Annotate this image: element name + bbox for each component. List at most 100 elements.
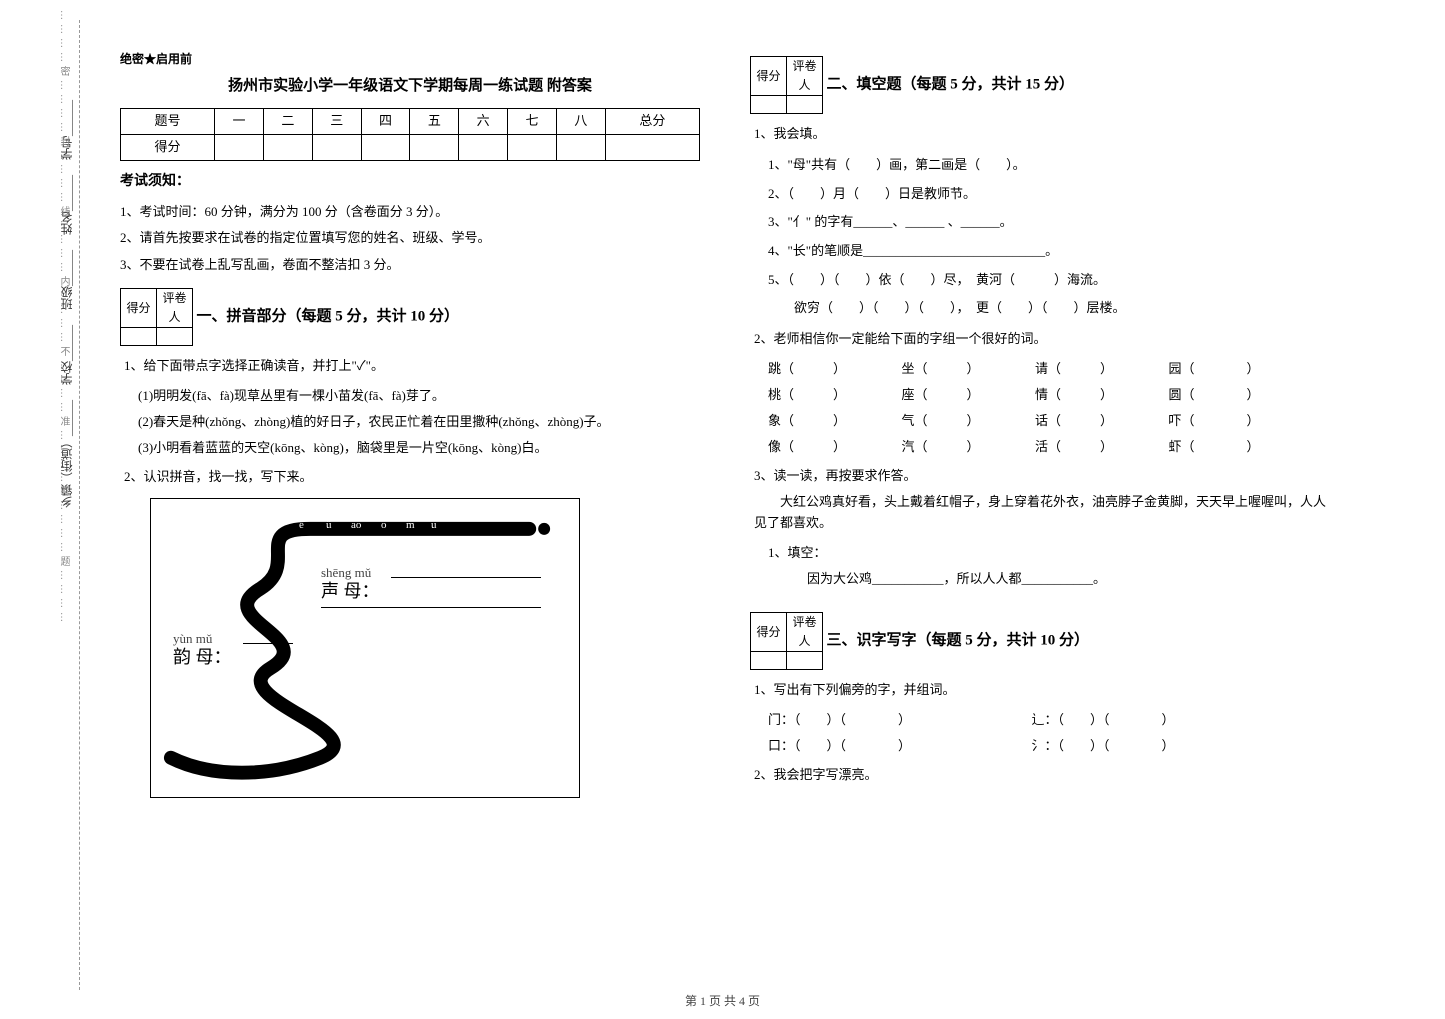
cell [508,135,557,161]
secret-mark: 绝密★启用前 [120,50,700,69]
q2-stem: 2、认识拼音，找一找，写下来。 [124,467,700,488]
cell: 五 [410,109,459,135]
bead: m [406,517,415,535]
char-cell: 吓（ ） [1169,408,1299,434]
rules-header: 考试须知： [120,171,700,193]
char-cell: 话（ ） [1035,408,1165,434]
bead: u [431,517,437,535]
fill-line: 2、（ ）月（ ）日是教师节。 [768,180,1330,209]
fill-line: 3、"亻" 的字有______、______ 、______。 [768,208,1330,237]
table-row: 题号 一 二 三 四 五 六 七 八 总分 [121,109,700,135]
score-summary-table: 题号 一 二 三 四 五 六 七 八 总分 得分 [120,108,700,161]
rule-item: 1、考试时间：60 分钟，满分为 100 分（含卷面分 3 分）。 [120,202,700,223]
char-cell: 像（ ） [768,434,898,460]
cell [121,328,157,346]
left-page: 绝密★启用前 扬州市实验小学一年级语文下学期每周一练试题 附答案 题号 一 二 … [110,30,710,818]
section-2-title: 二、填空题（每题 5 分，共计 15 分） [827,76,1075,92]
char-cell: 请（ ） [1035,356,1165,382]
snake-icon [151,499,579,798]
rule-item: 2、请首先按要求在试卷的指定位置填写您的姓名、班级、学号。 [120,228,700,249]
cell: 题号 [121,109,215,135]
s3-q1: 1、写出有下列偏旁的字，并组词。 [754,680,1330,701]
char-cell: 坐（ ） [902,356,1032,382]
q1-line: (3)小明看着蓝蓝的天空(kōng、kòng)，脑袋里是一片空(kōng、kòn… [138,435,700,461]
cell: 七 [508,109,557,135]
cell [263,135,312,161]
score-mini-box: 得分 评卷人 [750,56,823,114]
cell: 三 [312,109,361,135]
radical-row: 口：（ ）（ ） 氵：（ ）（ ） [768,733,1330,759]
cell [157,328,193,346]
cell: 评卷人 [787,612,823,651]
cell [787,652,823,670]
cell [787,96,823,114]
q1-stem: 1、给下面带点字选择正确读音，并打上"✓"。 [124,356,700,377]
fill-line: 1、"母"共有（ ）画，第二画是（ ）。 [768,151,1330,180]
char-cell: 汽（ ） [902,434,1032,460]
s2-q3-sub: 1、填空： [768,540,1330,566]
char-cell: 虾（ ） [1169,434,1299,460]
char-row: 桃（ ） 座（ ） 情（ ） 圆（ ） [768,382,1330,408]
cell [215,135,264,161]
bead: ü [326,517,332,535]
cell [751,96,787,114]
cell: 四 [361,109,410,135]
s3-q2: 2、我会把字写漂亮。 [754,765,1330,786]
char-row: 象（ ） 气（ ） 话（ ） 吓（ ） [768,408,1330,434]
cell [459,135,508,161]
cell: 总分 [605,109,699,135]
cell: 得分 [751,57,787,96]
radical-cell: 口：（ ）（ ） [768,733,1028,759]
fill-line: 4、"长"的笔顺是____________________________。 [768,237,1330,266]
paper-title: 扬州市实验小学一年级语文下学期每周一练试题 附答案 [120,74,700,98]
pinyin-illustration: shēng mǔ 声 母： yùn mǔ 韵 母： r e ü ao o m u [150,498,580,798]
cell [605,135,699,161]
rules-list: 1、考试时间：60 分钟，满分为 100 分（含卷面分 3 分）。 2、请首先按… [120,202,700,276]
radical-row: 门：（ ）（ ） 辶：（ ）（ ） [768,707,1330,733]
s2-q2: 2、老师相信你一定能给下面的字组一个很好的词。 [754,329,1330,350]
cell: 评卷人 [157,288,193,327]
char-cell: 圆（ ） [1169,382,1299,408]
rule-item: 3、不要在试卷上乱写乱画，卷面不整洁扣 3 分。 [120,255,700,276]
table-row: 得分 [121,135,700,161]
page-footer: 第 1 页 共 4 页 [0,992,1445,1011]
char-cell: 园（ ） [1169,356,1299,382]
char-cell: 座（ ） [902,382,1032,408]
cell: 二 [263,109,312,135]
bead: r [269,517,273,535]
q1-line: (2)春天是种(zhǒng、zhòng)植的好日子，农民正忙着在田里撒种(zhǒ… [138,409,700,435]
bead: ao [351,517,361,535]
section-3-header: 得分 评卷人 三、识字写字（每题 5 分，共计 10 分） [750,612,1330,670]
section-3-title: 三、识字写字（每题 5 分，共计 10 分） [827,632,1090,648]
cell [556,135,605,161]
radical-cell: 氵：（ ）（ ） [1032,733,1292,759]
cell: 评卷人 [787,57,823,96]
s2-q3-fill: 因为大公鸡___________，所以人人都___________。 [768,566,1330,592]
section-2-header: 得分 评卷人 二、填空题（每题 5 分，共计 15 分） [750,56,1330,114]
radical-cell: 辶：（ ）（ ） [1032,707,1292,733]
right-page: 得分 评卷人 二、填空题（每题 5 分，共计 15 分） 1、我会填。 1、"母… [740,30,1340,812]
cell: 得分 [121,288,157,327]
seal-line-text: …………密…………封…………线…………内…………不…………准…………答…………题… [55,10,71,626]
q1-line: (1)明明发(fā、fà)现草丛里有一棵小苗发(fā、fà)芽了。 [138,383,700,409]
cell [410,135,459,161]
s2-q3-passage: 大红公鸡真好看，头上戴着红帽子，身上穿着花外衣，油亮脖子金黄脚，天天早上喔喔叫，… [754,492,1330,534]
section-1-title: 一、拼音部分（每题 5 分，共计 10 分） [197,308,460,324]
fill-line: 欲穷（ ）（ ）（ ）， 更（ ）（ ）层楼。 [768,294,1330,323]
cell: 六 [459,109,508,135]
score-mini-box: 得分 评卷人 [120,288,193,346]
char-cell: 桃（ ） [768,382,898,408]
char-cell: 气（ ） [902,408,1032,434]
char-cell: 象（ ） [768,408,898,434]
fill-line: 5、（ ）（ ）依（ ）尽， 黄河（ ）海流。 [768,266,1330,295]
cell: 得分 [751,612,787,651]
bead: o [381,517,387,535]
cell [361,135,410,161]
char-cell: 跳（ ） [768,356,898,382]
char-row: 像（ ） 汽（ ） 活（ ） 虾（ ） [768,434,1330,460]
radical-cell: 门：（ ）（ ） [768,707,1028,733]
char-cell: 活（ ） [1035,434,1165,460]
cell [751,652,787,670]
cell: 一 [215,109,264,135]
s2-q1: 1、我会填。 [754,124,1330,145]
